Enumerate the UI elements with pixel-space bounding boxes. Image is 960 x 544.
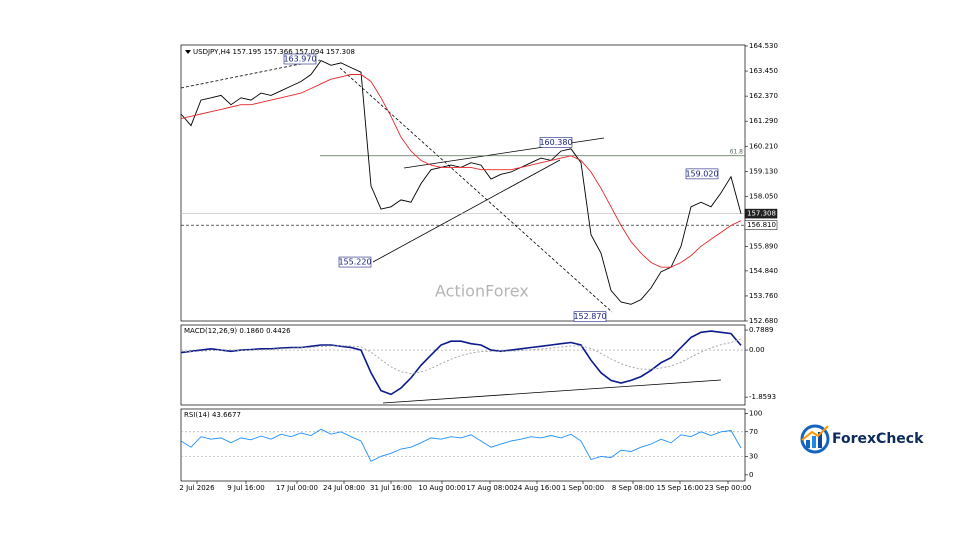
brand-logo: ForexCheck	[800, 424, 924, 454]
rsi-panel	[180, 408, 746, 482]
y-tick-label: 160.210	[749, 142, 778, 150]
annotation-label: 155.220	[338, 258, 371, 267]
series-line	[180, 428, 742, 462]
annotation-box	[338, 256, 372, 268]
trendlines	[180, 59, 722, 404]
y-tick-label: 0	[749, 471, 753, 479]
y-tick-label: 30	[749, 452, 758, 460]
annotation-box	[685, 168, 719, 180]
x-tick-label: 24 Aug 16:00	[513, 484, 560, 492]
fib-label: 61.8	[730, 148, 744, 155]
x-tick-label: 31 Jul 16:00	[370, 484, 412, 492]
x-tick-label: 17 Jul 00:00	[276, 484, 318, 492]
panel-title: MACD(12,26,9) 0.1860 0.4426	[184, 327, 291, 335]
series-line	[180, 330, 742, 396]
y-tick-label: 163.450	[749, 67, 778, 75]
macd-panel	[180, 324, 746, 406]
annotation-label: 152.870	[573, 312, 606, 321]
x-tick-label: 17 Aug 08:00	[466, 484, 513, 492]
annotation-box	[283, 53, 317, 65]
watermark: ActionForex	[435, 282, 529, 301]
x-tick-label: 23 Sep 00:00	[705, 484, 752, 492]
panel-title: RSI(14) 43.6677	[184, 411, 241, 419]
x-tick-label: 9 Jul 16:00	[227, 484, 265, 492]
x-tick-label: 2 Jul 2026	[179, 484, 215, 492]
x-tick-label: 8 Sep 08:00	[612, 484, 654, 492]
x-tick-label: 24 Jul 08:00	[323, 484, 365, 492]
price-box	[744, 208, 778, 219]
annotation-label: 160.380	[539, 138, 572, 147]
y-tick-label: 164.530	[749, 42, 778, 50]
y-tick-label: 0.7889	[749, 326, 774, 334]
brand-name: ForexCheck	[832, 431, 924, 447]
annotation-label: 159.020	[685, 169, 718, 178]
panel-title: USDJPY,H4 157.195 157.366 157.094 157.30…	[193, 48, 355, 56]
y-tick-label: 70	[749, 428, 758, 436]
y-tick-label: 0.00	[749, 346, 765, 354]
y-tick-label: 161.290	[749, 117, 778, 125]
y-tick-label: 100	[749, 409, 762, 417]
annotation-box	[573, 311, 607, 322]
series-line	[180, 338, 742, 375]
y-tick-label: 155.890	[749, 243, 778, 251]
price-box	[744, 220, 778, 230]
price-label: 157.308	[747, 210, 776, 218]
x-tick-label: 1 Sep 00:00	[562, 484, 604, 492]
annotation-label: 163.970	[283, 54, 316, 63]
y-tick-label: 158.050	[749, 192, 778, 200]
y-tick-label: 153.760	[749, 292, 778, 300]
y-tick-label: 159.130	[749, 167, 778, 175]
series-line	[180, 74, 742, 268]
y-tick-label: 152.680	[749, 317, 778, 325]
x-tick-label: 10 Aug 00:00	[418, 484, 465, 492]
y-tick-label: -1.8593	[749, 393, 776, 401]
collapse-arrow	[185, 50, 191, 54]
annotation-box	[539, 137, 573, 148]
series-line	[180, 60, 742, 305]
price-label: 156.810	[747, 221, 776, 229]
main-panel	[180, 44, 746, 322]
x-tick-label: 15 Sep 16:00	[657, 484, 704, 492]
y-tick-label: 154.840	[749, 267, 778, 275]
y-tick-label: 162.370	[749, 92, 778, 100]
